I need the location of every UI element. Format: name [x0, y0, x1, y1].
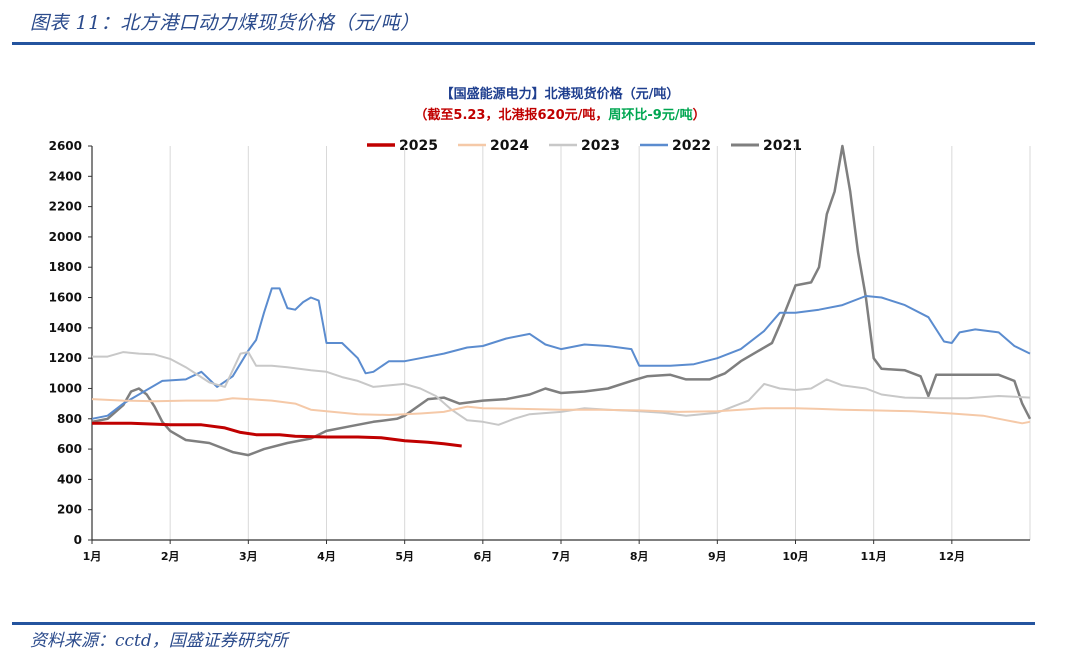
y-tick-label: 200 [57, 503, 82, 517]
y-tick-label: 2200 [49, 200, 82, 214]
y-tick-label: 2400 [49, 169, 82, 183]
legend-label-2021: 2021 [763, 138, 802, 154]
footer-rule [12, 622, 1035, 625]
grid [91, 146, 1031, 540]
y-tick-label: 600 [57, 442, 82, 456]
subtitle-part: （截至 [414, 107, 453, 123]
legend-label-2024: 2024 [490, 138, 529, 154]
x-tick-label: 2月 [161, 550, 180, 563]
x-tick-label: 1月 [83, 550, 102, 563]
x-tick-label: 7月 [552, 550, 571, 563]
x-tick-label: 10月 [782, 550, 808, 563]
chart-title: 【国盛能源电力】北港现货价格（元/吨） [441, 86, 680, 102]
y-tick-label: 2000 [49, 230, 82, 244]
subtitle-part: 周环比-9元/吨 [608, 107, 692, 123]
y-tick-label: 1200 [49, 351, 82, 365]
axes: 0 200 400 600 800 1000 1200 1400 1600 1800 2000 220… [49, 139, 1030, 563]
subtitle-part: ，北港报 [485, 107, 538, 123]
y-tick-label: 2600 [49, 139, 82, 153]
figure-title: 图表 11：北方港口动力煤现货价格（元/吨） [30, 12, 420, 34]
header-rule [12, 42, 1035, 45]
series-layer [91, 144, 1032, 457]
x-tick-label: 12月 [939, 550, 965, 563]
x-tick-label: 11月 [861, 550, 887, 563]
x-tick-label: 4月 [317, 550, 336, 563]
series-line-2023 [92, 351, 1031, 426]
series-line-2024 [91, 397, 1031, 425]
subtitle-part: 620 [538, 108, 565, 123]
x-tick-label: 5月 [395, 550, 414, 563]
series-line-2025 [92, 421, 462, 448]
legend: 2025 2024 2023 2022 2021 [367, 138, 802, 154]
y-tick-label: 800 [57, 412, 82, 426]
x-tick-label: 3月 [239, 550, 258, 563]
legend-label-2022: 2022 [672, 138, 711, 154]
y-tick-label: 0 [74, 533, 82, 547]
series-line-2021 [91, 144, 1032, 457]
y-tick-label: 1400 [49, 321, 82, 335]
y-tick-label: 1800 [49, 260, 82, 274]
subtitle-part: ） [693, 107, 706, 123]
legend-label-2025: 2025 [399, 138, 438, 154]
legend-label-2023: 2023 [581, 138, 620, 154]
subtitle-part: 元/吨， [565, 107, 609, 123]
y-tick-label: 1000 [49, 381, 82, 395]
line-chart: 【国盛能源电力】北港现货价格（元/吨） （截至5.23，北港报620元/吨，周环… [49, 86, 1032, 563]
x-tick-label: 9月 [708, 550, 727, 563]
subtitle-part: 5.23 [453, 108, 485, 123]
x-tick-label: 8月 [630, 550, 649, 563]
y-tick-label: 400 [57, 472, 82, 486]
source-note: 资料来源：cctd，国盛证券研究所 [30, 631, 288, 651]
series-line-2022 [91, 287, 1031, 420]
x-tick-label: 6月 [474, 550, 493, 563]
chart-subtitle: （截至5.23，北港报620元/吨，周环比-9元/吨） [414, 107, 705, 123]
y-tick-label: 1600 [49, 291, 82, 305]
